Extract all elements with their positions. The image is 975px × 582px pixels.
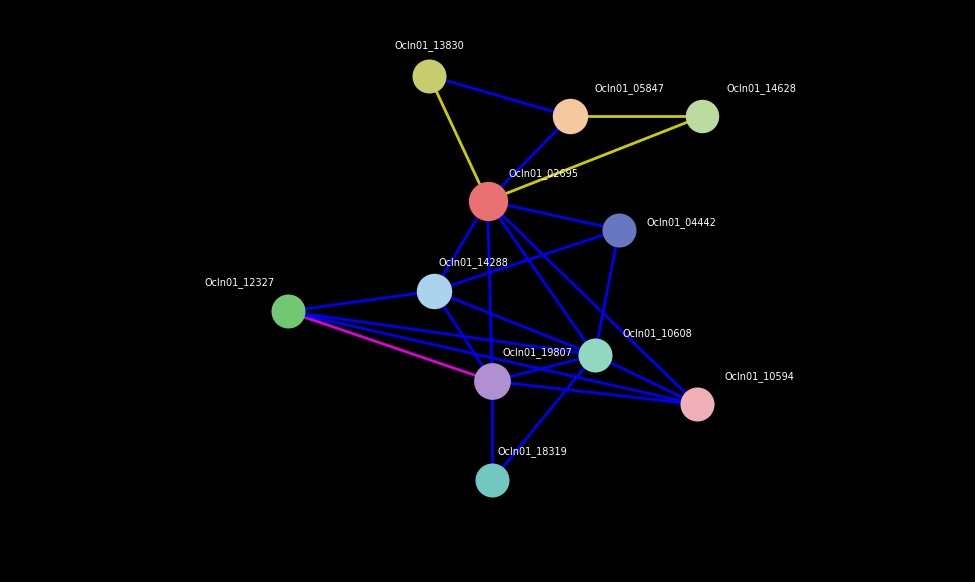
- Text: Ocln01_19807: Ocln01_19807: [502, 347, 572, 358]
- Point: [426, 286, 442, 296]
- Text: Ocln01_13830: Ocln01_13830: [394, 40, 464, 51]
- Text: Ocln01_18319: Ocln01_18319: [497, 446, 567, 457]
- Text: Ocln01_12327: Ocln01_12327: [205, 277, 275, 288]
- Point: [694, 112, 710, 121]
- Text: Ocln01_10608: Ocln01_10608: [622, 328, 692, 339]
- Point: [485, 475, 500, 485]
- Point: [421, 71, 437, 80]
- Point: [611, 225, 627, 235]
- Point: [485, 377, 500, 386]
- Text: Ocln01_02695: Ocln01_02695: [509, 168, 579, 179]
- Text: Ocln01_14288: Ocln01_14288: [439, 257, 509, 268]
- Point: [587, 350, 603, 360]
- Text: Ocln01_04442: Ocln01_04442: [646, 218, 717, 228]
- Point: [689, 400, 705, 409]
- Point: [280, 307, 295, 316]
- Text: Ocln01_05847: Ocln01_05847: [595, 83, 665, 94]
- Text: Ocln01_14628: Ocln01_14628: [726, 83, 797, 94]
- Point: [563, 112, 578, 121]
- Text: Ocln01_10594: Ocln01_10594: [724, 371, 795, 382]
- Point: [480, 196, 495, 205]
